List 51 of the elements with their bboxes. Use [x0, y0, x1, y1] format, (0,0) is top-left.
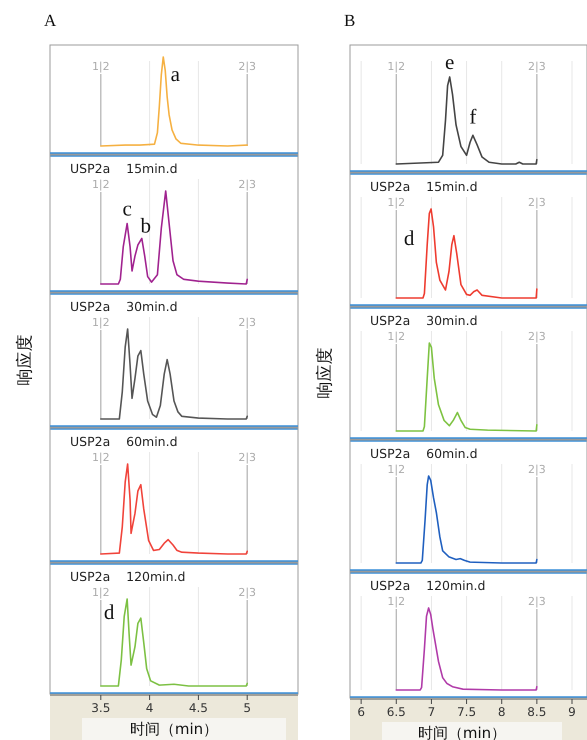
annotation: 1|2	[387, 330, 406, 343]
annotation: 2|3	[238, 178, 256, 191]
annotation: e	[445, 50, 454, 74]
chart-title: A	[44, 11, 57, 30]
chart-subtitle: USP2a 60min.d	[370, 446, 478, 461]
annotation: 2|3	[238, 316, 256, 329]
x-tick-label: 9	[568, 705, 576, 719]
x-tick-label: 4.5	[188, 701, 208, 715]
annotation: 1|2	[92, 451, 110, 464]
chart-subtitle: USP2a 15min.d	[370, 179, 478, 194]
annotation: 2|3	[528, 595, 546, 608]
annotation: 2|3	[238, 451, 256, 464]
annotation: a	[170, 62, 181, 86]
text: 1|2	[387, 60, 406, 73]
x-tick-label: 8	[498, 705, 506, 719]
annotation: f	[469, 104, 476, 128]
y-axis-title: 响应度	[15, 334, 35, 386]
annotation: 1|2	[387, 463, 406, 476]
chart-subtitle: USP2a 30min.d	[370, 313, 478, 328]
x-tick-label: 8.5	[527, 705, 546, 719]
annotation: d	[104, 600, 115, 624]
chart-subtitle: USP2a 120min.d	[370, 578, 486, 593]
chart-subtitle: USP2a 15min.d	[70, 161, 178, 176]
annotation: 2|3	[528, 330, 546, 343]
annotation: 1|2	[92, 178, 110, 191]
x-tick-label: 3.5	[91, 701, 110, 715]
x-tick-label: 7.5	[457, 705, 476, 719]
x-tick-label: 4	[146, 701, 154, 715]
text: 2|3	[528, 60, 546, 73]
annotation: 1|2	[92, 316, 110, 329]
annotation: 1|2	[92, 60, 110, 73]
chart-subtitle: USP2a 60min.d	[70, 434, 178, 449]
annotation: 2|3	[528, 463, 546, 476]
x-tick-label: 6	[357, 705, 365, 719]
annotation: 2|3	[238, 60, 256, 73]
chart-title: B	[344, 11, 356, 30]
x-tick-label: 5	[243, 701, 252, 715]
chart-subtitle: USP2a 30min.d	[70, 299, 178, 314]
chart-subtitle: USP2a 120min.d	[70, 569, 186, 584]
x-tick-label: 6.5	[386, 705, 406, 719]
y-axis-title: 响应度	[315, 348, 335, 398]
annotation: 1|2	[92, 586, 110, 599]
annotation: 1|2	[387, 196, 406, 209]
annotation: 1|2	[387, 595, 406, 608]
x-tick-label: 7	[428, 705, 436, 719]
x-axis-title: 时间（min）	[130, 720, 218, 738]
annotation: d	[404, 226, 415, 250]
annotation: 2|3	[528, 196, 546, 209]
annotation: 2|3	[238, 586, 256, 599]
annotation: b	[140, 213, 152, 238]
annotation: c	[122, 196, 132, 221]
